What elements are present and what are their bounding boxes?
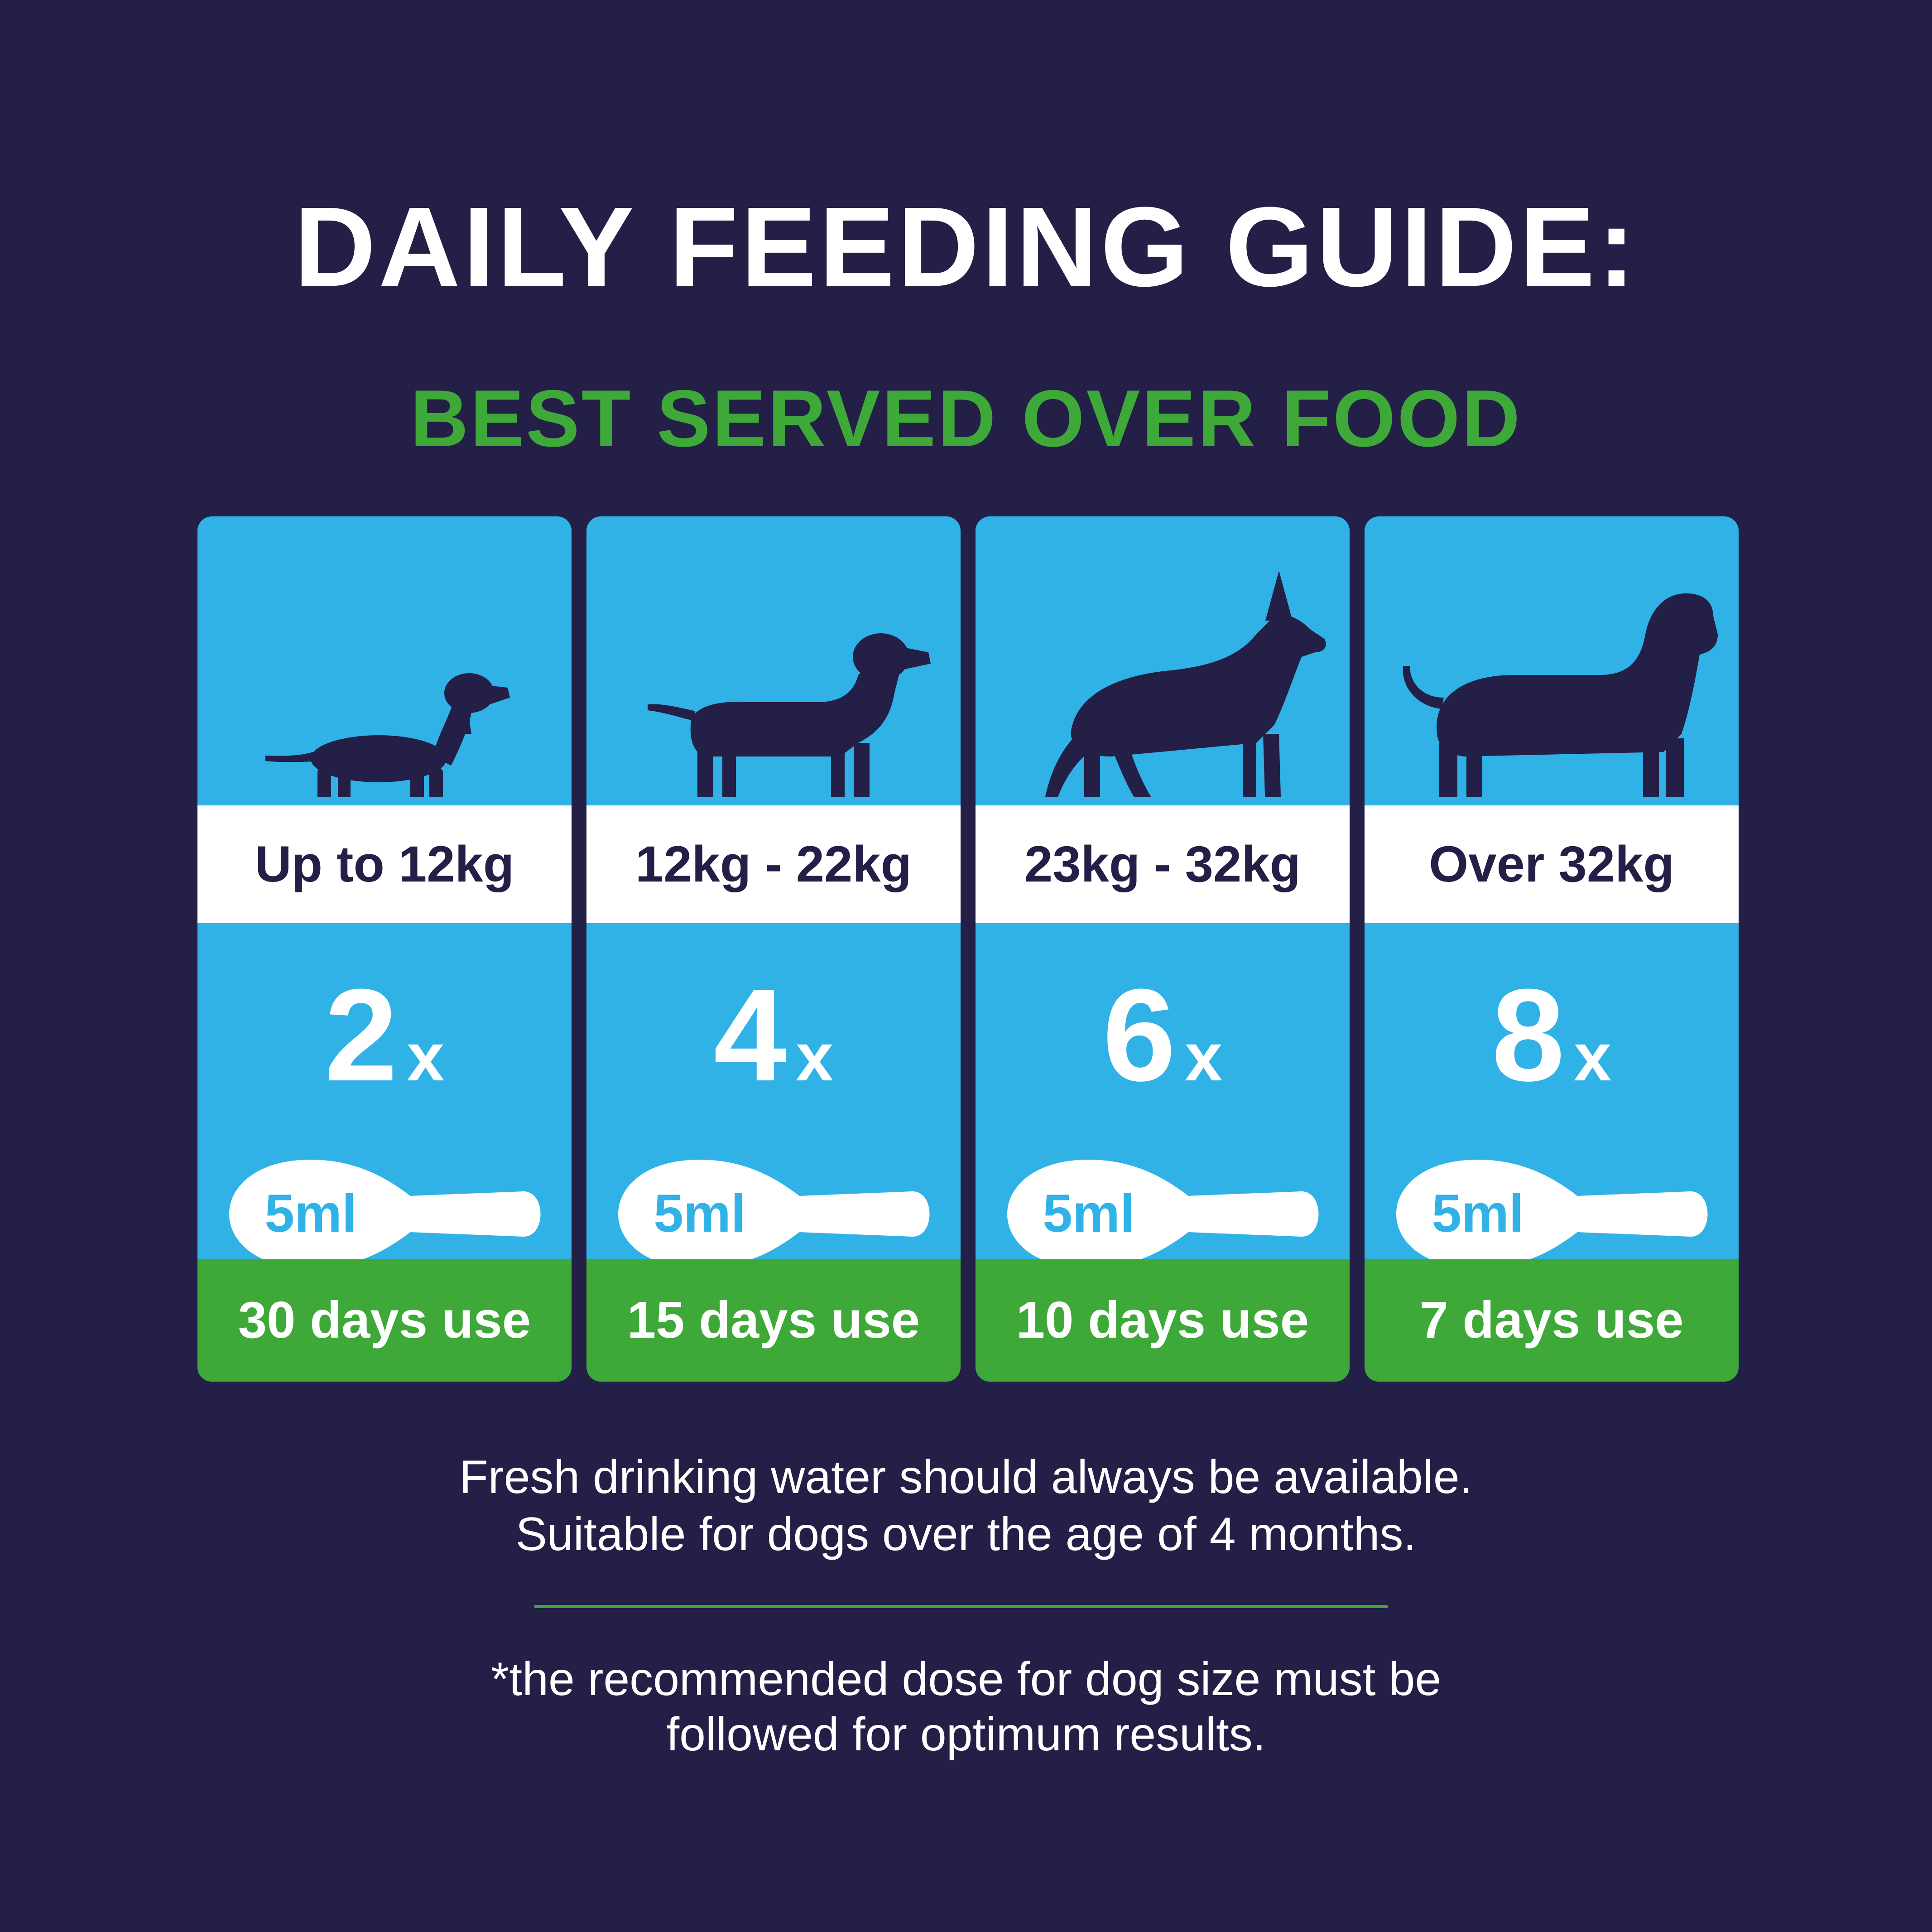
- spoon-icon: [1396, 1160, 1708, 1268]
- duration: 30 days use: [197, 1259, 572, 1382]
- page-subtitle: BEST SERVED OVER FOOD: [410, 373, 1522, 463]
- dose-panel: [1365, 923, 1739, 1213]
- labrador-silhouette-icon: [648, 633, 931, 797]
- duration: 10 days use: [976, 1259, 1350, 1382]
- spoon-icon: [1007, 1160, 1319, 1268]
- times-sign: x: [1573, 1019, 1612, 1095]
- dose-panel: [586, 923, 961, 1213]
- spoon-volume: 5ml: [264, 1184, 357, 1243]
- dose-count: 6: [1102, 962, 1176, 1108]
- footnote-line-2: followed for optimum results.: [666, 1708, 1266, 1761]
- dose-panel: [197, 923, 572, 1213]
- weight-range: Up to 12kg: [197, 805, 572, 923]
- divider: [534, 1605, 1388, 1608]
- dachshund-silhouette-icon: [265, 673, 510, 797]
- spoon-icon: [618, 1160, 930, 1268]
- spoon-volume: 5ml: [1043, 1184, 1135, 1243]
- age-note: Suitable for dogs over the age of 4 mont…: [515, 1508, 1417, 1561]
- page-title: DAILY FEEDING GUIDE:: [294, 183, 1638, 310]
- spoon-volume: 5ml: [1432, 1184, 1524, 1243]
- times-sign: x: [795, 1019, 834, 1095]
- weight-range: 23kg - 32kg: [976, 805, 1350, 923]
- german-shepherd-silhouette-icon: [1045, 571, 1326, 797]
- dose-count: 4: [713, 962, 787, 1108]
- weight-range: Over 32kg: [1365, 805, 1739, 923]
- dose-panel: [976, 923, 1350, 1213]
- dose-count: 2: [324, 962, 398, 1108]
- spoon-icon: [229, 1160, 541, 1268]
- mastiff-silhouette-icon: [1403, 593, 1718, 797]
- weight-range: 12kg - 22kg: [586, 805, 961, 923]
- water-note: Fresh drinking water should always be av…: [459, 1451, 1473, 1503]
- footnote-line-1: *the recommended dose for dog size must …: [490, 1653, 1442, 1706]
- duration: 7 days use: [1365, 1259, 1739, 1382]
- spoon-volume: 5ml: [654, 1184, 746, 1243]
- dose-count: 8: [1491, 962, 1565, 1108]
- times-sign: x: [1184, 1019, 1223, 1095]
- times-sign: x: [406, 1019, 445, 1095]
- duration: 15 days use: [586, 1259, 961, 1382]
